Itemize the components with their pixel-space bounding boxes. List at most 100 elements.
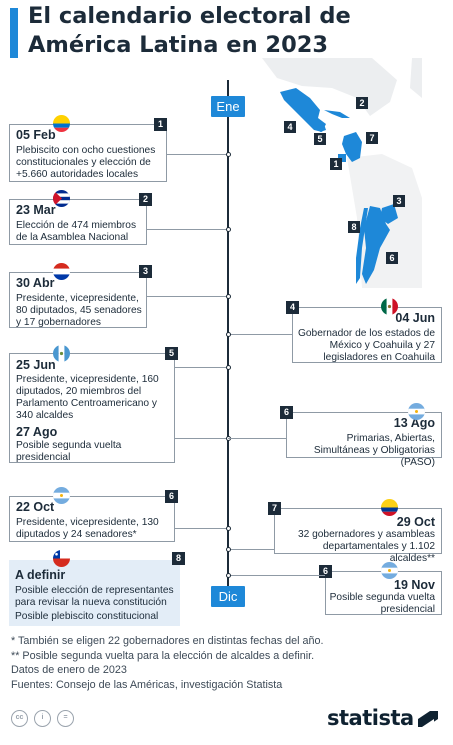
map-marker-5: 5 bbox=[317, 134, 322, 144]
event-card-oct22: 22 Oct Presidente, vicepresidente, 130 d… bbox=[9, 496, 175, 542]
event-description: 32 gobernadores y asambleas departamenta… bbox=[297, 529, 435, 564]
event-description: Elección de 474 miembros de la Asamblea … bbox=[16, 220, 137, 243]
timeline-dot bbox=[226, 332, 231, 337]
month-label-start: Ene bbox=[211, 96, 245, 117]
argentina-flag-icon bbox=[53, 487, 70, 504]
event-number-badge: 6 bbox=[319, 565, 332, 578]
event-description: Posible segunda vuelta presidencial bbox=[329, 592, 435, 615]
event-date: 04 Jun bbox=[395, 311, 435, 325]
no-derivatives-icon[interactable]: = bbox=[57, 710, 74, 727]
event-number-badge: 4 bbox=[286, 301, 299, 314]
event-card-jun04: 04 Jun Gobernador de los estados de Méxi… bbox=[292, 307, 442, 363]
ecuador-flag-icon bbox=[53, 115, 70, 132]
connector-line bbox=[175, 438, 228, 439]
argentina-flag-icon bbox=[381, 562, 398, 579]
latin-america-map: 2 4 5 7 1 3 8 6 bbox=[262, 58, 422, 288]
footnote-3: Datos de enero de 2023 bbox=[11, 664, 127, 676]
event-number-badge: 1 bbox=[154, 118, 167, 131]
guatemala-flag-icon bbox=[53, 345, 70, 362]
connector-line bbox=[228, 438, 286, 439]
timeline-dot bbox=[226, 526, 231, 531]
timeline-dot bbox=[226, 573, 231, 578]
timeline-dot bbox=[226, 547, 231, 552]
statista-logo[interactable]: statista bbox=[327, 706, 414, 730]
event-date: A definir bbox=[15, 568, 66, 582]
map-marker-1: 1 bbox=[333, 159, 338, 169]
map-marker-3: 3 bbox=[396, 196, 401, 206]
event-date: 25 Jun bbox=[16, 358, 56, 372]
event-number-badge: 8 bbox=[172, 552, 185, 565]
event-date: 22 Oct bbox=[16, 500, 55, 514]
license-icons: cc i = bbox=[11, 710, 74, 727]
timeline-dot bbox=[226, 227, 231, 232]
connector-line bbox=[228, 575, 325, 576]
cuba-flag-icon bbox=[53, 190, 70, 207]
chile-flag-icon bbox=[53, 550, 70, 567]
event-description: Gobernador de los estados de México y Co… bbox=[297, 328, 435, 363]
event-card-tbd: A definir Posible elección de representa… bbox=[9, 560, 180, 626]
colombia-flag-icon bbox=[381, 499, 398, 516]
attribution-icon[interactable]: i bbox=[34, 710, 51, 727]
cc-icon[interactable]: cc bbox=[11, 710, 28, 727]
month-label-end: Dic bbox=[211, 586, 245, 607]
footnote-4: Fuentes: Consejo de las Américas, invest… bbox=[11, 678, 283, 691]
map-marker-2: 2 bbox=[359, 98, 364, 108]
event-second-date: 27 Ago bbox=[16, 425, 58, 439]
event-number-badge: 5 bbox=[165, 347, 178, 360]
map-marker-8: 8 bbox=[351, 222, 356, 232]
event-date: 30 Abr bbox=[16, 276, 55, 290]
title-accent-bar bbox=[10, 8, 18, 58]
event-card-feb05: 05 Feb Plebiscito con ocho cuestiones co… bbox=[9, 124, 167, 182]
statista-logo-mark-icon bbox=[418, 711, 438, 727]
event-number-badge: 2 bbox=[139, 193, 152, 206]
map-marker-7: 7 bbox=[369, 133, 374, 143]
chile-shape bbox=[356, 208, 368, 284]
argentina-shape bbox=[362, 206, 390, 284]
connector-line bbox=[228, 334, 292, 335]
map-marker-4: 4 bbox=[287, 122, 292, 132]
cuba-shape bbox=[324, 110, 350, 118]
event-number-badge: 6 bbox=[280, 406, 293, 419]
timeline-dot bbox=[226, 152, 231, 157]
event-date: 19 Nov bbox=[394, 578, 435, 592]
connector-line bbox=[175, 367, 228, 368]
event-description: Presidente, vicepresidente, 160 diputado… bbox=[16, 374, 159, 421]
footnotes: * También se eligen 22 gobernadores en d… bbox=[11, 634, 324, 692]
event-date: 29 Oct bbox=[396, 515, 435, 529]
mexico-flag-icon bbox=[381, 298, 398, 315]
event-card-mar23: 23 Mar Elección de 474 miembros de la As… bbox=[9, 199, 147, 245]
map-marker-6: 6 bbox=[389, 253, 394, 263]
event-date: 13 Ago bbox=[393, 416, 435, 430]
timeline-dot bbox=[226, 294, 231, 299]
event-card-oct29: 29 Oct 32 gobernadores y asambleas depar… bbox=[274, 508, 442, 564]
connector-line bbox=[228, 549, 274, 550]
event-description: Presidente, vicepresidente, 130 diputado… bbox=[16, 517, 159, 540]
event-date: 05 Feb bbox=[16, 128, 56, 142]
event-number-badge: 3 bbox=[139, 265, 152, 278]
connector-line bbox=[147, 296, 228, 297]
event-number-badge: 6 bbox=[165, 490, 178, 503]
argentina-flag-icon bbox=[408, 403, 425, 420]
footnote-2: ** Posible segunda vuelta para la elecci… bbox=[11, 649, 315, 662]
page-title: El calendario electoral de América Latin… bbox=[28, 3, 351, 58]
paraguay-shape bbox=[380, 204, 398, 224]
colombia-shape bbox=[342, 132, 362, 162]
event-second-description: Posible plebiscito constitucional bbox=[15, 611, 159, 622]
event-description: Primarias, Abiertas, Simultáneas y Oblig… bbox=[313, 433, 435, 468]
event-description: Presidente, vicepresidente, 80 diputados… bbox=[16, 293, 142, 328]
timeline-dot bbox=[226, 365, 231, 370]
event-description: Plebiscito con ocho cuestiones constituc… bbox=[16, 145, 156, 180]
event-date: 23 Mar bbox=[16, 203, 56, 217]
event-number-badge: 7 bbox=[268, 502, 281, 515]
connector-line bbox=[147, 229, 228, 230]
event-card-nov19: 19 Nov Posible segunda vuelta presidenci… bbox=[325, 571, 442, 615]
event-description: Posible elección de representantes para … bbox=[15, 585, 174, 608]
connector-line bbox=[167, 154, 228, 155]
guatemala-shape bbox=[318, 124, 326, 132]
paraguay-flag-icon bbox=[53, 263, 70, 280]
mexico-shape bbox=[280, 88, 326, 132]
event-card-jun25: 25 Jun Presidente, vicepresidente, 160 d… bbox=[9, 353, 175, 463]
connector-line bbox=[175, 528, 228, 529]
event-card-abr30: 30 Abr Presidente, vicepresidente, 80 di… bbox=[9, 272, 147, 328]
footnote-1: * También se eligen 22 gobernadores en d… bbox=[11, 635, 324, 647]
